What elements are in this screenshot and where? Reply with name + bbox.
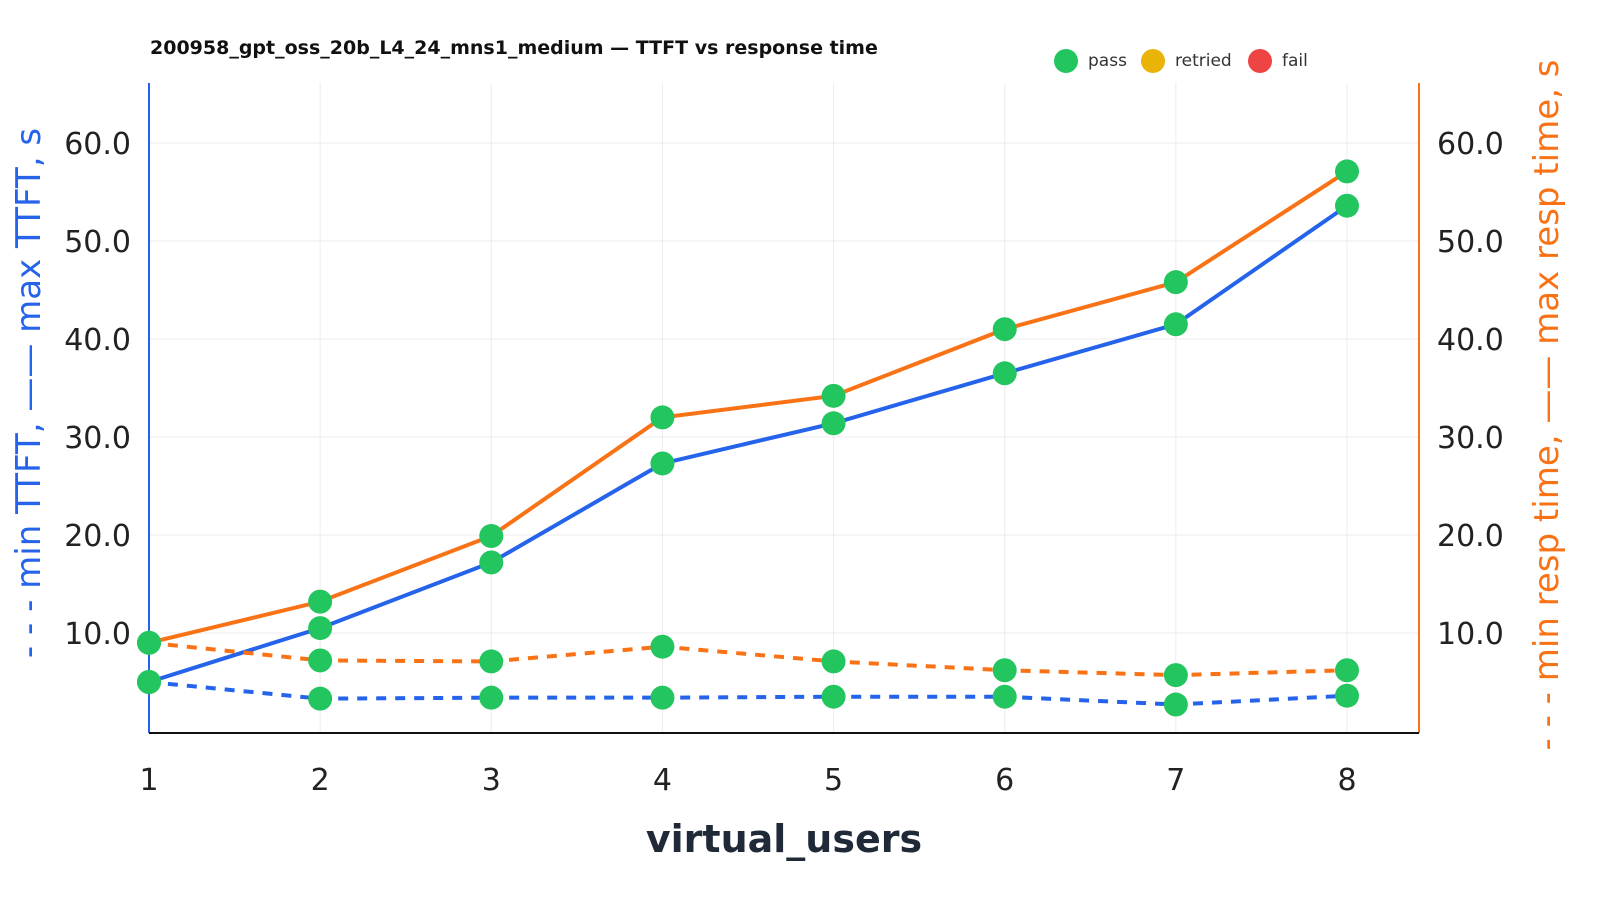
right-axis-label: - - - min resp time, —— max resp time, s: [1527, 60, 1567, 751]
min_ttft-point: [1163, 692, 1188, 717]
legend-label-pass: pass: [1088, 51, 1127, 71]
legend-marker-pass: [1054, 49, 1078, 73]
x-tick-label: 2: [311, 763, 330, 798]
legend-marker-fail: [1248, 49, 1272, 73]
min_ttft-point: [479, 685, 504, 710]
legend: pass retried fail: [1054, 49, 1308, 73]
left-axis-label: - - - min TTFT, —— max TTFT, s: [9, 128, 49, 658]
max_ttft-point: [479, 550, 504, 575]
max_resp-point: [1163, 270, 1188, 295]
max_ttft-point: [1335, 193, 1359, 218]
max_ttft-point: [650, 451, 675, 476]
min_ttft-point: [137, 670, 161, 694]
min_resp-point: [650, 634, 675, 659]
min_resp-point: [137, 630, 161, 655]
max_ttft-point: [992, 361, 1017, 386]
x-tick-label: 7: [1166, 763, 1185, 798]
min_resp-point: [821, 649, 846, 674]
max_resp-line: [148, 169, 1349, 645]
x-tick-label: 8: [1337, 763, 1356, 798]
grid: [148, 83, 1419, 733]
legend-label-fail: fail: [1282, 51, 1308, 71]
max_resp-point: [479, 523, 504, 548]
right-y-tick-label: 40.0: [1437, 323, 1504, 358]
x-tick-label: 3: [482, 763, 501, 798]
min_resp-point: [992, 658, 1017, 683]
max_resp-point: [1335, 159, 1359, 184]
min_ttft-point: [992, 684, 1017, 709]
right-y-tick-label: 10.0: [1437, 617, 1504, 652]
min_resp-point: [479, 649, 504, 674]
x-tick-label: 5: [824, 763, 843, 798]
max_ttft-point: [308, 616, 333, 641]
left-y-tick-label: 40.0: [64, 323, 131, 358]
max_resp-point: [308, 589, 333, 614]
max_ttft-point: [821, 411, 846, 436]
min_ttft-point: [1335, 683, 1359, 708]
max_resp-point: [992, 317, 1017, 342]
left-y-tick-label: 20.0: [64, 519, 131, 554]
x-tick-label: 4: [653, 763, 672, 798]
left-y-tick-label: 60.0: [64, 127, 131, 162]
x-tick-label: 6: [995, 763, 1014, 798]
x-tick-label: 1: [139, 763, 158, 798]
max_resp-point: [821, 383, 846, 408]
left-y-tick-label: 30.0: [64, 421, 131, 456]
max_ttft-line: [148, 204, 1349, 684]
chart-title: 200958_gpt_oss_20b_L4_24_mns1_medium — T…: [150, 37, 878, 59]
right-y-tick-label: 60.0: [1437, 127, 1504, 162]
legend-marker-retried: [1141, 49, 1165, 73]
legend-label-retried: retried: [1175, 51, 1232, 71]
left-y-tick-label: 10.0: [64, 617, 131, 652]
right-y-tick-label: 50.0: [1437, 225, 1504, 260]
min_resp-point: [1335, 658, 1359, 683]
x-axis-label: virtual_users: [646, 817, 922, 861]
max_ttft-point: [1163, 312, 1188, 337]
max_resp-point: [650, 405, 675, 430]
min_resp-point: [308, 648, 333, 673]
min_ttft-point: [650, 685, 675, 710]
right-y-tick-label: 20.0: [1437, 519, 1504, 554]
left-y-tick-label: 50.0: [64, 225, 131, 260]
right-y-tick-label: 30.0: [1437, 421, 1504, 456]
min_ttft-point: [821, 684, 846, 709]
min_resp-point: [1163, 663, 1188, 688]
min_ttft-point: [308, 686, 333, 711]
